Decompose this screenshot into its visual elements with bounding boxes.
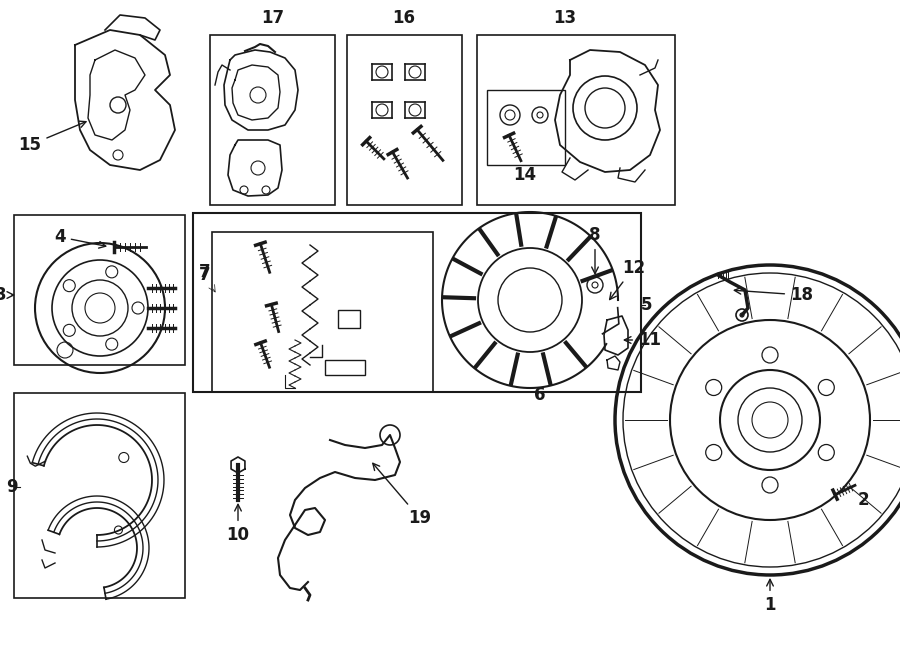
Bar (338, 310, 360, 328)
Text: 12: 12 (609, 259, 645, 299)
Text: 1: 1 (764, 579, 776, 614)
Text: 18: 18 (734, 286, 813, 304)
Text: 4: 4 (54, 228, 106, 248)
Text: 11: 11 (625, 331, 661, 349)
Text: 8: 8 (590, 226, 601, 274)
Text: 5: 5 (641, 296, 652, 314)
Bar (487, 90, 565, 165)
Bar (14, 393, 185, 598)
Text: 3: 3 (0, 286, 14, 304)
Text: 19: 19 (373, 463, 431, 527)
Text: 10: 10 (227, 504, 249, 544)
Text: 13: 13 (554, 9, 577, 27)
Text: 7: 7 (199, 263, 211, 281)
Bar (347, 35, 462, 205)
Bar (14, 215, 185, 365)
Text: 9: 9 (6, 478, 18, 496)
Bar (210, 35, 335, 205)
Text: 17: 17 (261, 9, 284, 27)
Bar (325, 360, 365, 375)
Text: 2: 2 (858, 491, 869, 509)
Bar (193, 213, 641, 392)
Text: 15: 15 (19, 121, 86, 154)
Text: 14: 14 (513, 166, 536, 184)
Text: 16: 16 (392, 9, 416, 27)
Bar (212, 232, 433, 392)
Text: 6: 6 (535, 386, 545, 404)
Text: 7: 7 (199, 266, 215, 292)
Bar (477, 35, 675, 205)
